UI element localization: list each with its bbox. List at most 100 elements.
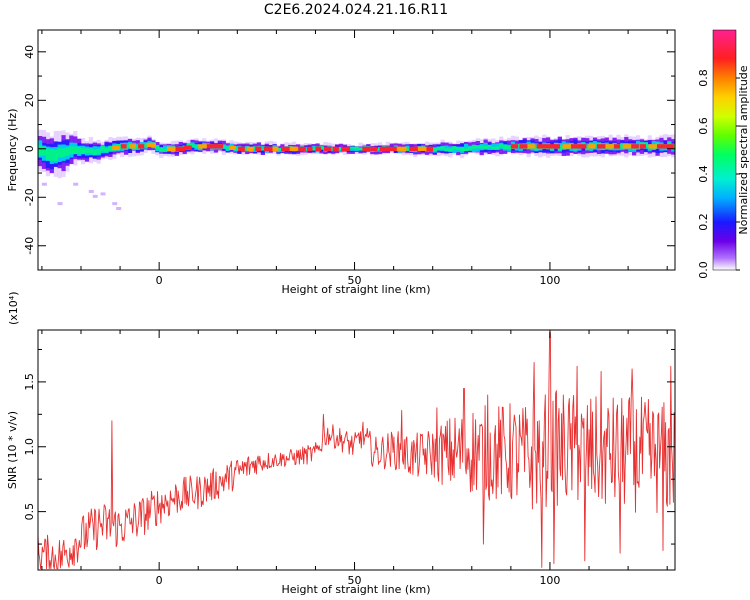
snr-ticks: 0 50 100 0.5 1.0 1.5 (23, 330, 675, 587)
spectrogram-scatter-cell (116, 206, 122, 210)
spectrogram-cell (495, 146, 500, 150)
spectrogram-peak (622, 144, 632, 149)
spectrogram-cell (311, 147, 316, 151)
spectrogram-peak (379, 146, 389, 151)
spectrogram-peak (370, 146, 378, 151)
spectrogram-cell (84, 148, 90, 154)
spectrogram-peak (272, 146, 279, 151)
spectrogram-cell (108, 145, 113, 151)
spectrogram-cell (45, 148, 51, 160)
spectrogram-cell (444, 145, 449, 150)
spectrogram-cell (194, 144, 199, 148)
spectrogram-peak (426, 146, 434, 151)
spectrogram-peak (315, 146, 322, 151)
spectrogram-peak (281, 146, 291, 151)
spectrogram-peak (545, 144, 556, 149)
spectrogram-cell (405, 147, 410, 151)
x-tick-label: 50 (348, 574, 362, 587)
spectrogram-cell (471, 144, 476, 149)
spectrogram-cell (116, 143, 121, 148)
spectrogram-scatter-cell (92, 194, 98, 198)
spectrogram-cell (163, 145, 168, 151)
spectrogram-peak (255, 146, 262, 151)
spectrogram-peak (614, 144, 621, 149)
spectrogram-peak (536, 144, 546, 149)
spectrogram-cell (61, 148, 66, 157)
spectrogram-cell (506, 145, 512, 150)
spectrogram-cell (483, 145, 488, 150)
spectrogram-peak (631, 144, 639, 149)
spectrogram-cell (503, 144, 508, 150)
spectrogram-cell (338, 147, 344, 152)
spectrogram-peak (639, 144, 646, 149)
spectrogram-cell (479, 145, 484, 149)
spectrogram-cell (295, 147, 301, 150)
spectrogram-peak (215, 144, 224, 149)
x-tick-label: 50 (348, 274, 362, 287)
spectrogram-peak (519, 144, 528, 149)
spectrogram-peak (605, 144, 614, 149)
y-tick-label: 40 (23, 45, 36, 59)
spectrogram-cell (73, 146, 78, 155)
spectrogram-cell (49, 149, 54, 161)
spectrogram-peak (332, 146, 339, 151)
y-tick-label: 0.5 (23, 503, 36, 520)
spectrogram-peak (175, 146, 186, 151)
spectrogram-cell (276, 148, 281, 151)
spectrogram-cell (534, 145, 539, 151)
spectrogram-peak (298, 146, 306, 151)
spectrogram-cell (260, 148, 265, 151)
spectrogram-peak (198, 144, 208, 149)
colorbar-tick-label: 0.4 (697, 165, 710, 183)
snr-panel: 0 50 100 0.5 1.0 1.5 SNR (10 * v/v) (x10⁴) He… (6, 292, 676, 596)
spectrogram-cell (460, 146, 465, 151)
spectrogram-cell (143, 143, 148, 148)
spectrogram-cell (338, 147, 344, 150)
spectrogram-image (38, 129, 675, 210)
spectrogram-peak (362, 146, 371, 151)
spectrogram-cell (452, 147, 457, 153)
spectrogram-peak (657, 144, 666, 149)
spectrogram-peak (184, 145, 192, 150)
spectrogram-cell (221, 144, 226, 149)
snr-series-line (38, 332, 675, 570)
spectrogram-ticks: 0 50 100 -40 -20 0 20 40 (23, 30, 675, 287)
y-tick-label: 20 (23, 93, 36, 107)
spectrogram-cell (57, 147, 62, 158)
y-tick-label: 1.5 (23, 373, 36, 391)
spectrogram-scatter-cell (41, 182, 47, 186)
spectrogram-cell (487, 144, 492, 149)
y-tick-label: -20 (23, 188, 36, 206)
spectrogram-peak (341, 146, 351, 151)
spectrogram-cell (467, 146, 473, 151)
spectrogram-scatter-cell (57, 202, 63, 206)
spectrogram-peak (112, 145, 120, 151)
colorbar-scale (712, 29, 737, 271)
spectrogram-cell (260, 146, 265, 151)
spectrogram-peak-layer (112, 142, 675, 151)
spectrogram-peak (665, 144, 674, 149)
spectrogram-peak (324, 146, 332, 151)
spectrogram-peak (129, 144, 136, 149)
spectrogram-cell (471, 146, 476, 153)
spectrogram-scatter-cell (73, 182, 79, 186)
spectrogram-scatter-cell (112, 202, 118, 206)
spectrogram-cell (440, 146, 445, 150)
y-tick-label: -40 (23, 237, 36, 255)
snr-xlabel: Height of straight line (km) (281, 583, 430, 596)
spectrogram-cell (311, 145, 316, 150)
spectrogram-peak (553, 144, 561, 149)
spectrogram-cell (135, 145, 140, 150)
spectrogram-peak (528, 144, 535, 149)
spectrogram-cell (53, 149, 58, 161)
spectrogram-scatter-cell (100, 192, 106, 196)
spectrogram-cell (448, 148, 453, 152)
snr-multiplier: (x10⁴) (7, 292, 20, 326)
spectrogram-cell (38, 144, 43, 156)
spectrogram-cell (41, 146, 47, 156)
spectrogram-peak (289, 146, 298, 151)
spectrogram-peak (571, 144, 581, 149)
spectrogram-cell (358, 147, 363, 151)
spectrogram-cell (69, 146, 74, 155)
